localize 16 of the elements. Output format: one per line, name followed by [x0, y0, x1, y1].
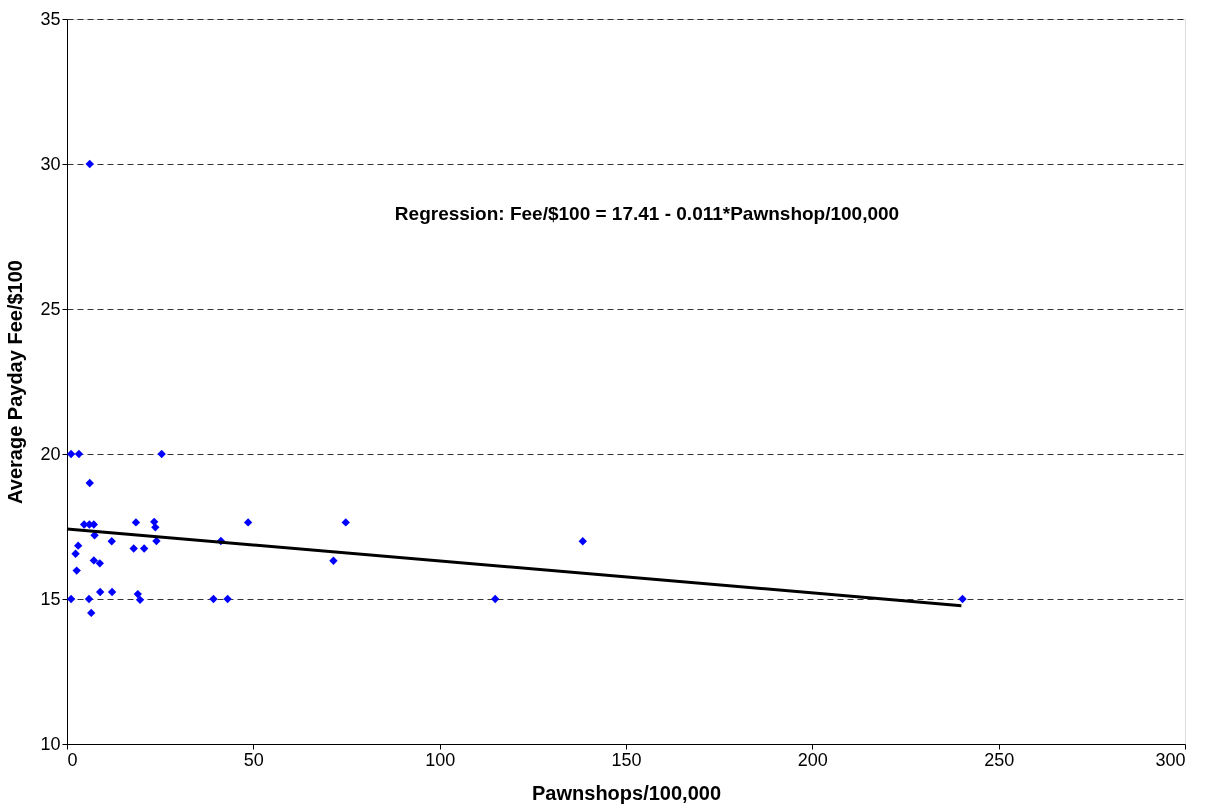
y-tick-label: 30 [40, 153, 61, 174]
y-tick-label: 10 [40, 733, 61, 754]
y-axis-title: Average Payday Fee/$100 [4, 260, 27, 504]
y-tick-label: 15 [40, 588, 61, 609]
x-tick-label: 100 [425, 749, 456, 770]
x-tick-label: 250 [984, 749, 1015, 770]
x-axis-title: Pawnshops/100,000 [532, 781, 721, 804]
x-tick-label: 0 [67, 749, 78, 770]
y-tick-label: 35 [40, 8, 61, 29]
x-tick-label: 50 [243, 749, 264, 770]
y-tick-label: 25 [40, 298, 61, 319]
annotation: Regression: Fee/$100 = 17.41 - 0.011*Pawnshop/100,000 [394, 203, 900, 224]
x-tick-label: 300 [1155, 749, 1186, 770]
y-tick-label: 20 [40, 443, 61, 464]
x-tick-label: 150 [611, 749, 642, 770]
x-tick-label: 200 [797, 749, 828, 770]
